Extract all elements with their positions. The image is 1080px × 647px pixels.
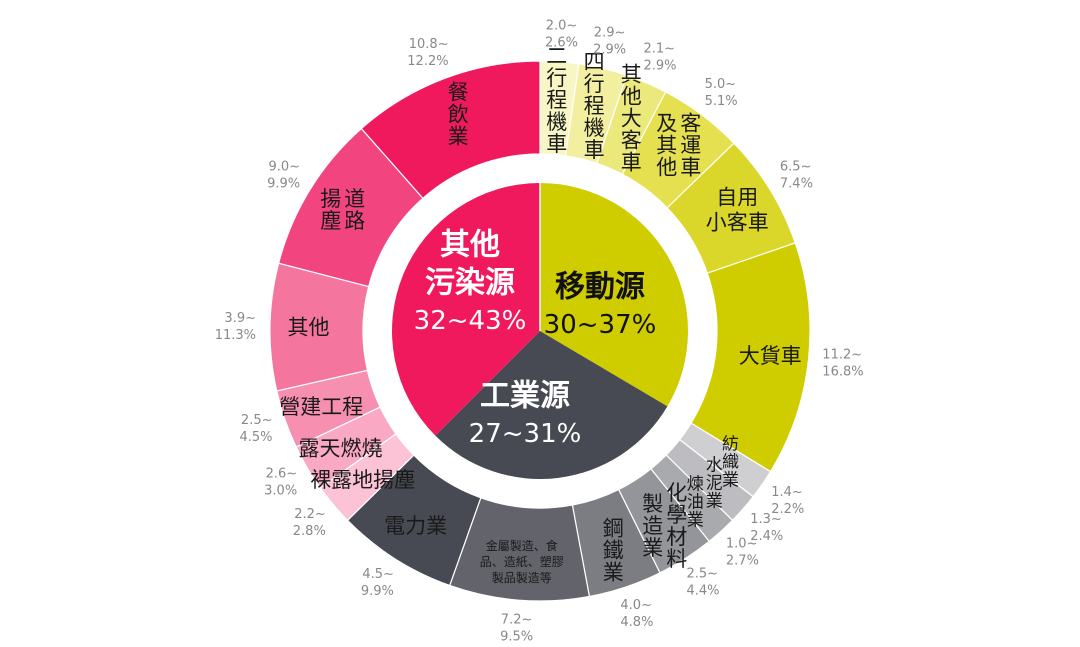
range-label-18: 10.8~ 12.2% xyxy=(407,37,448,69)
segment-label-18: 餐飲業 xyxy=(448,81,469,149)
segment-label-17: 道路揚塵 xyxy=(320,187,365,233)
segment-label-12: 電力業 xyxy=(384,514,447,538)
inner-label-2: 其他污染源 32~43% xyxy=(414,228,527,337)
segment-label-10: 鋼鐵業 xyxy=(603,517,624,585)
inner-label-1: 工業源 27~31% xyxy=(469,379,582,450)
segment-label-4: 自用小客車 xyxy=(706,185,769,234)
inner-slice-0 xyxy=(540,183,689,407)
inner-category-labels: 移動源 30~37% 工業源 27~31% 其他污染源 32~43% xyxy=(414,228,657,450)
segment-label-14: 露天燃燒 xyxy=(299,436,383,460)
range-label-6: 1.4~ 2.2% xyxy=(771,485,804,517)
outer-ring xyxy=(269,60,811,602)
outer-segment-18 xyxy=(360,60,541,200)
range-label-12: 4.5~ 9.9% xyxy=(361,567,394,599)
segment-label-3: 客運車及其他 xyxy=(656,112,701,180)
segment-label-15: 營建工程 xyxy=(279,395,363,419)
range-label-16: 3.9~ 11.3% xyxy=(215,311,256,343)
range-label-8: 1.0~ 2.7% xyxy=(726,537,759,569)
segment-label-11: 金屬製造、食品、造紙、塑膠製品製造等 xyxy=(480,538,564,585)
segment-label-8: 煉油業 xyxy=(687,475,704,531)
range-label-17: 9.0~ 9.9% xyxy=(267,160,300,192)
range-label-15: 2.5~ 4.5% xyxy=(239,413,272,445)
range-label-1: 2.9~ 2.9% xyxy=(593,26,626,58)
segment-label-13: 裸露地揚塵 xyxy=(310,468,415,492)
segment-label-16: 其他 xyxy=(288,316,330,340)
segment-label-2: 其他大客車 xyxy=(621,62,642,174)
outer-segment-labels: 二行程機車四行程機車其他大客車客運車及其他自用小客車大貨車紡織業水泥業煉油業化學… xyxy=(279,44,801,585)
segment-label-9: 化學材料製造業 xyxy=(642,481,687,571)
range-label-7: 1.3~ 2.4% xyxy=(750,512,783,544)
range-label-10: 4.0~ 4.8% xyxy=(620,598,653,630)
range-label-9: 2.5~ 4.4% xyxy=(687,567,720,599)
range-label-14: 2.6~ 3.0% xyxy=(264,467,297,499)
segment-label-5: 大貨車 xyxy=(739,344,802,368)
segment-label-0: 二行程機車 xyxy=(546,44,567,156)
percentage-range-labels: 2.0~ 2.6% 2.9~ 2.9% 2.1~ 2.9% 5.0~ 5.1% 6.5~ 7.4%… xyxy=(215,18,864,644)
segment-label-1: 四行程機車 xyxy=(584,50,605,162)
range-label-4: 6.5~ 7.4% xyxy=(780,160,813,192)
inner-pie xyxy=(392,183,689,479)
range-label-5: 11.2~ 16.8% xyxy=(822,348,863,380)
range-label-0: 2.0~ 2.6% xyxy=(545,18,578,50)
inner-label-0: 移動源 30~37% xyxy=(544,270,657,341)
range-label-3: 5.0~ 5.1% xyxy=(705,77,738,109)
range-label-13: 2.2~ 2.8% xyxy=(293,507,326,539)
range-label-11: 7.2~ 9.5% xyxy=(500,613,533,645)
segment-label-7: 水泥業 xyxy=(706,456,723,512)
range-label-2: 2.1~ 2.9% xyxy=(644,42,677,74)
inner-slice-1 xyxy=(435,331,668,479)
inner-slice-2 xyxy=(392,183,540,436)
segment-label-6: 紡織業 xyxy=(722,435,739,491)
